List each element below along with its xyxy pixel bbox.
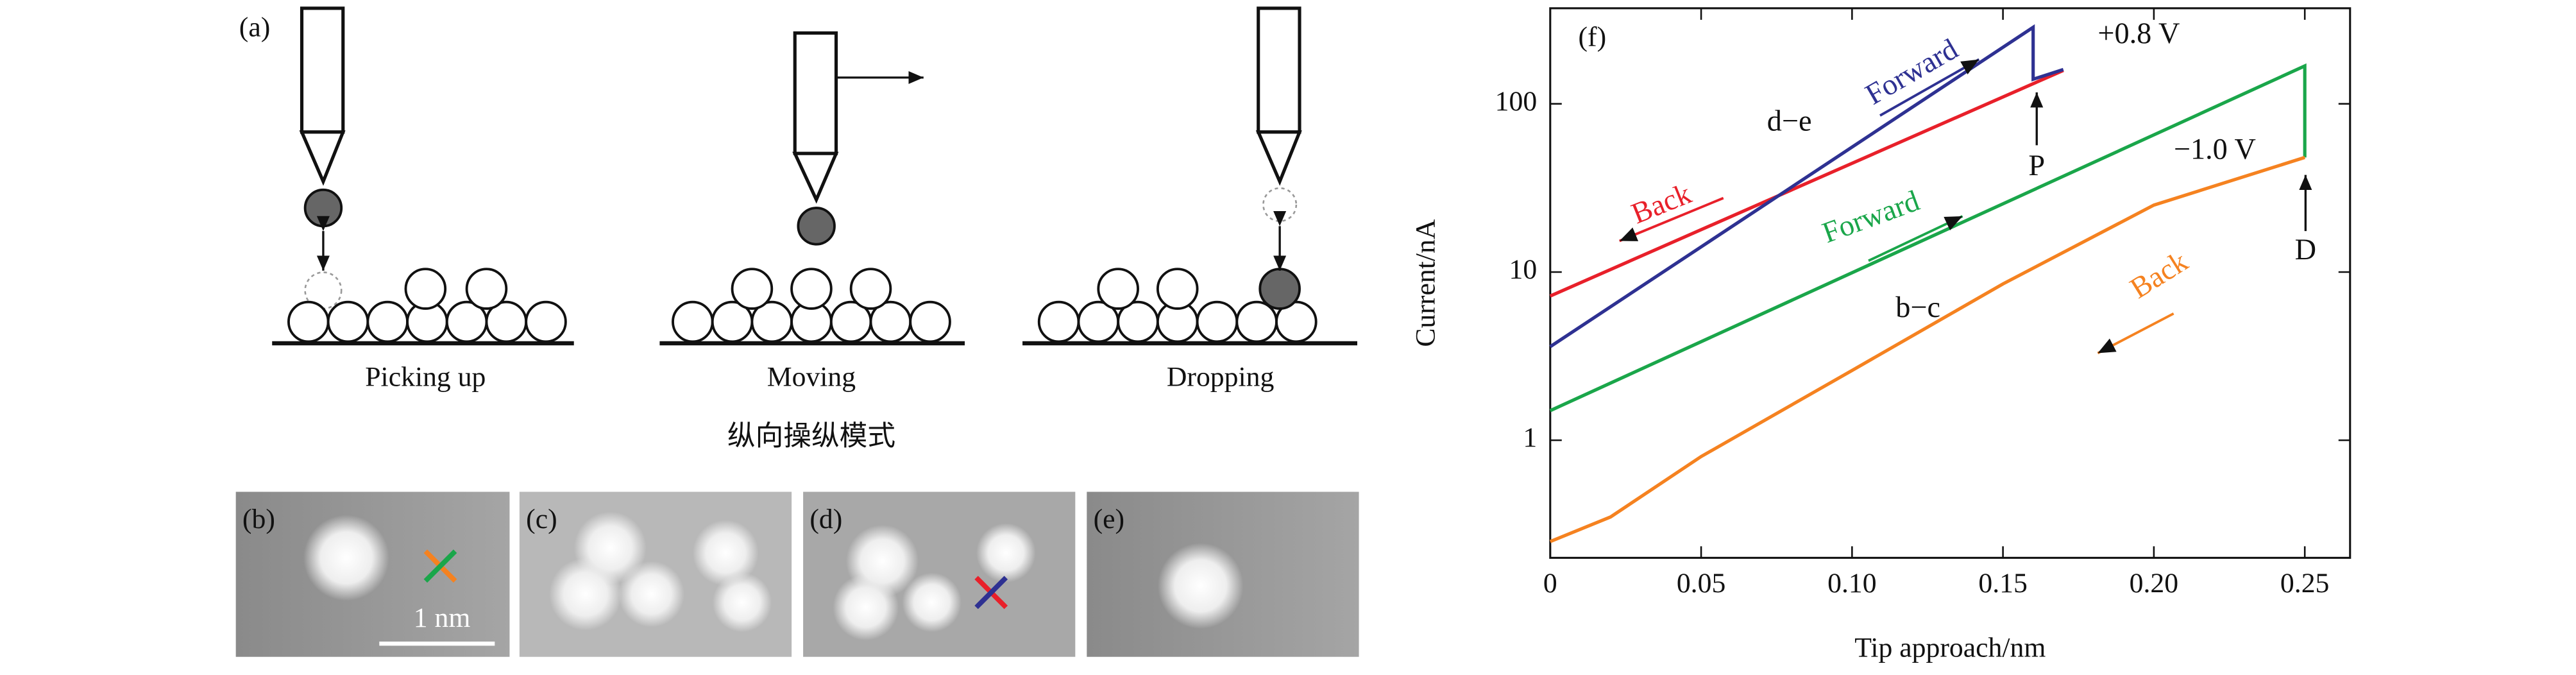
atom xyxy=(303,188,343,228)
atom xyxy=(797,207,836,246)
plot-frame xyxy=(1549,7,2351,559)
annotation: −1.0 V xyxy=(2174,133,2256,166)
tip-position xyxy=(974,576,1008,610)
cluster xyxy=(549,558,622,631)
y-tick-label: 100 xyxy=(1495,86,1538,117)
tip-position xyxy=(423,549,457,583)
atom xyxy=(326,300,369,343)
annotation: +0.8 V xyxy=(2097,17,2180,50)
caption: 纵向操纵模式 xyxy=(727,421,895,452)
scale-bar-label: 1 nm xyxy=(414,602,471,633)
step-label: Dropping xyxy=(1167,362,1275,393)
atom xyxy=(1235,300,1278,343)
cluster xyxy=(902,572,962,633)
x-axis-label: Tip approach/nm xyxy=(1854,632,2046,663)
atom xyxy=(790,268,833,310)
stm-images: 1 nm (b) (c) (d) (e) xyxy=(235,491,1359,657)
series-label: Forward xyxy=(1818,185,1924,250)
atom xyxy=(1097,268,1139,310)
panel-label: (f) xyxy=(1579,22,1607,53)
panel-label: (c) xyxy=(526,504,557,534)
atom xyxy=(849,268,892,310)
y-axis-label: Current/nA xyxy=(1411,219,1441,347)
x-tick-label: 0.25 xyxy=(2280,568,2329,599)
tip xyxy=(1257,6,1301,134)
atom xyxy=(731,268,774,310)
step-label: Moving xyxy=(767,362,856,393)
chart: 0 0.05 0.10 0.15 0.20 0.25 1 10 100 Tip approach/… xyxy=(1411,7,2351,663)
annotation: d−e xyxy=(1767,105,1812,138)
series-arrow xyxy=(1619,196,1724,243)
atom xyxy=(672,300,714,343)
tip-apex xyxy=(299,130,346,186)
cluster xyxy=(692,520,759,586)
x-tick-label: 0 xyxy=(1543,568,1557,599)
adatom xyxy=(1157,543,1244,629)
panel-label: (b) xyxy=(242,504,275,534)
atom xyxy=(1196,300,1239,343)
atom xyxy=(1037,300,1080,343)
cluster xyxy=(976,523,1036,583)
series-arrow xyxy=(2097,312,2174,355)
atom xyxy=(525,300,567,343)
panel-a: (a) Picking up Moving Dropping 纵向操纵模式 xyxy=(239,6,1357,452)
panel-label: (a) xyxy=(239,12,271,42)
x-tick-label: 0.10 xyxy=(1827,568,1876,599)
series-line xyxy=(1549,24,2064,348)
cluster xyxy=(712,572,772,633)
series-arrow xyxy=(1868,215,1963,262)
adatom xyxy=(303,515,389,601)
series-line xyxy=(1549,155,2305,543)
cluster xyxy=(833,574,899,640)
atom xyxy=(909,300,951,343)
y-tick-label: 10 xyxy=(1509,254,1538,285)
x-tick-label: 0.05 xyxy=(1677,568,1725,599)
series-arrow xyxy=(1879,58,1980,117)
tip xyxy=(793,31,838,155)
vacancy xyxy=(1262,187,1298,222)
atom xyxy=(1258,268,1301,310)
annotation: D xyxy=(2295,234,2316,266)
series-label: Forward xyxy=(1860,33,1963,112)
annotation: P xyxy=(2028,150,2045,182)
tip-apex xyxy=(792,151,839,204)
panel-label: (e) xyxy=(1094,504,1125,534)
y-tick-label: 1 xyxy=(1523,422,1537,453)
series-line xyxy=(1549,69,2064,298)
atom xyxy=(366,300,409,343)
x-tick-label: 0.15 xyxy=(1978,568,2027,599)
tip xyxy=(300,6,345,134)
atom xyxy=(404,268,447,310)
atom xyxy=(1156,268,1199,310)
tip-apex xyxy=(1255,130,1302,186)
atom xyxy=(465,268,508,310)
x-tick-label: 0.20 xyxy=(2130,568,2178,599)
cluster xyxy=(618,561,684,628)
panel-label: (d) xyxy=(809,504,842,534)
atom xyxy=(287,300,330,343)
series-line xyxy=(1549,63,2307,413)
series-label: Back xyxy=(2124,245,2194,305)
step-label: Picking up xyxy=(365,362,486,393)
annotation: b−c xyxy=(1895,291,1940,324)
